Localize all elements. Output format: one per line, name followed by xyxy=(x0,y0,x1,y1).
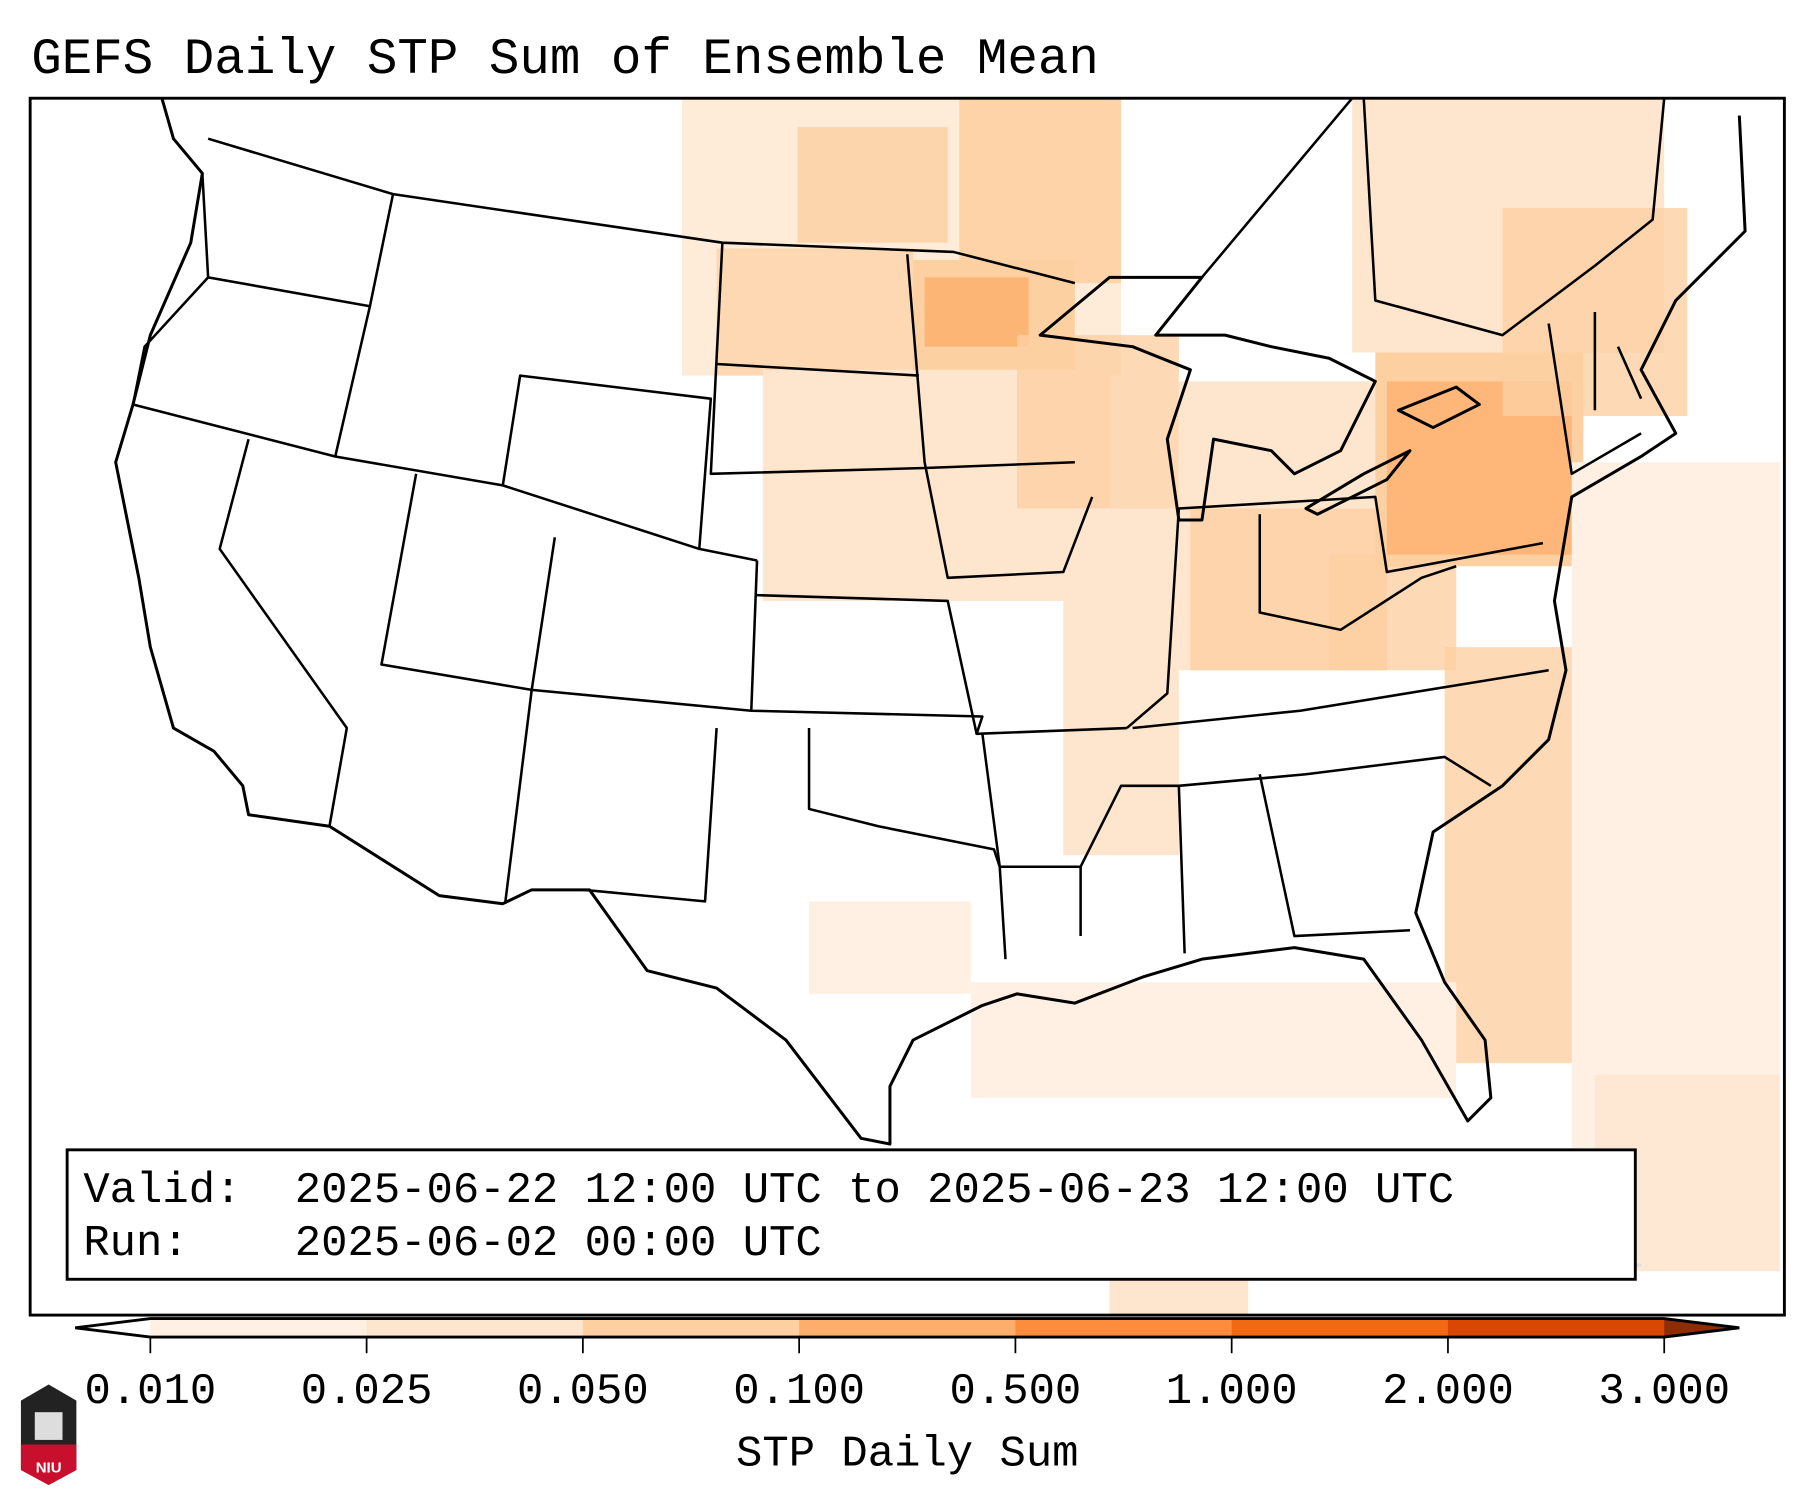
run-label: Run: xyxy=(83,1219,188,1269)
map-panel xyxy=(28,96,1786,1317)
state-borders xyxy=(132,193,1643,960)
colorbar-tick-label: 0.025 xyxy=(301,1367,433,1417)
valid-label: Valid: xyxy=(83,1166,241,1216)
conus-coastline xyxy=(114,98,1747,1146)
niu-logo: NIU xyxy=(20,1384,77,1485)
colorbar-bin xyxy=(1015,1318,1233,1338)
valid-value: 2025-06-22 12:00 UTC to 2025-06-23 12:00… xyxy=(295,1166,1454,1216)
stp-shading xyxy=(681,98,1780,1316)
colorbar-bin xyxy=(150,1318,368,1338)
run-value: 2025-06-02 00:00 UTC xyxy=(295,1219,822,1269)
colorbar-bin xyxy=(582,1318,800,1338)
colorbar-tick-label: 0.050 xyxy=(517,1367,649,1417)
great-lakes xyxy=(1038,275,1481,522)
niu-logo-text: NIU xyxy=(36,1459,62,1476)
colorbar-bin xyxy=(1231,1318,1449,1338)
colorbar-bin xyxy=(366,1318,584,1338)
colorbar-tick-label: 0.500 xyxy=(950,1367,1082,1417)
colorbar-bin xyxy=(1447,1318,1665,1338)
colorbar-tick-label: 2.000 xyxy=(1382,1367,1514,1417)
colorbar: 0.010 0.025 0.050 0.100 0.500 1.000 2.000 3.000 xyxy=(75,1317,1740,1417)
colorbar-extend-min xyxy=(75,1318,151,1338)
colorbar-extend-max xyxy=(1664,1318,1740,1338)
colorbar-tick-label: 0.100 xyxy=(733,1367,865,1417)
map-frame xyxy=(28,96,1786,1317)
figure-title: GEFS Daily STP Sum of Ensemble Mean xyxy=(31,32,1099,89)
colorbar-bin xyxy=(799,1318,1016,1338)
colorbar-label: STP Daily Sum xyxy=(736,1429,1079,1479)
colorbar-tick-label: 3.000 xyxy=(1598,1367,1730,1417)
colorbar-tick-label: 1.000 xyxy=(1166,1367,1298,1417)
colorbar-tick-label: 0.010 xyxy=(84,1367,216,1417)
info-box: Valid: 2025-06-22 12:00 UTC to 2025-06-2… xyxy=(65,1148,1637,1281)
